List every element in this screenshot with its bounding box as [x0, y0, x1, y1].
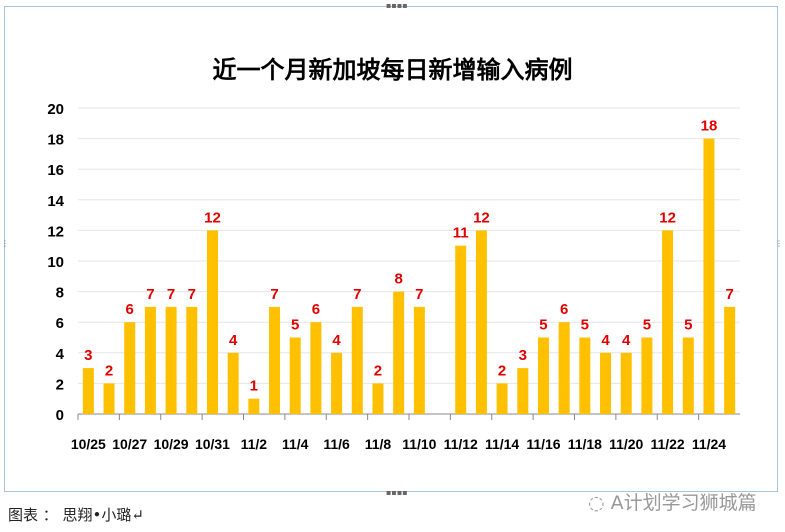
- y-tick-label: 10: [47, 254, 64, 271]
- data-label: 7: [415, 286, 423, 303]
- y-tick-label: 12: [47, 223, 64, 240]
- bar: [475, 230, 487, 414]
- data-label: 4: [601, 332, 610, 349]
- data-label: 5: [684, 317, 692, 334]
- data-label: 8: [394, 271, 402, 288]
- data-label: 4: [332, 332, 341, 349]
- data-label: 12: [204, 209, 221, 226]
- bar: [558, 322, 570, 414]
- data-label: 4: [622, 332, 631, 349]
- data-label: 2: [105, 362, 113, 379]
- data-label: 12: [473, 209, 490, 226]
- bar: [641, 337, 653, 414]
- x-tick-label: 11/10: [402, 436, 436, 452]
- bar: [82, 368, 94, 414]
- y-tick-label: 18: [47, 132, 64, 149]
- data-label: 6: [126, 301, 134, 318]
- bar: [206, 230, 218, 414]
- data-label: 2: [498, 362, 506, 379]
- y-tick-label: 16: [47, 162, 64, 179]
- data-label: 4: [229, 332, 238, 349]
- resize-handle-left[interactable]: ⋮: [1, 239, 9, 248]
- x-tick-label: 11/18: [568, 436, 602, 452]
- data-label: 7: [725, 286, 733, 303]
- bar: [455, 245, 467, 414]
- data-label: 11: [453, 225, 469, 242]
- y-tick-label: 0: [56, 407, 64, 424]
- data-label: 12: [659, 209, 676, 226]
- bar: [103, 383, 115, 414]
- data-label: 7: [188, 286, 196, 303]
- chart-credit: 图表 ： 思翔•小璐↵: [8, 506, 144, 524]
- data-label: 3: [84, 347, 92, 364]
- x-tick-label: 10/27: [112, 436, 147, 452]
- watermark: ◌ A计划学习狮城篇: [588, 492, 757, 514]
- chart-frame: [4, 6, 778, 492]
- bar: [537, 337, 549, 414]
- data-label: 5: [539, 317, 547, 334]
- data-label: 7: [270, 286, 278, 303]
- bar: [351, 306, 363, 414]
- bar: [186, 306, 198, 414]
- data-label: 6: [312, 301, 320, 318]
- data-label: 18: [701, 118, 718, 135]
- x-tick-label: 10/25: [71, 436, 106, 452]
- x-tick-label: 11/22: [650, 436, 684, 452]
- y-tick-label: 14: [47, 193, 64, 210]
- watermark-text: A计划学习狮城篇: [610, 492, 757, 514]
- y-tick-label: 20: [47, 101, 64, 118]
- bar: [724, 306, 736, 414]
- bar: [620, 352, 632, 414]
- bar: [289, 337, 301, 414]
- bar: [517, 368, 529, 414]
- chart-title: 近一个月新加坡每日新增输入病例: [212, 56, 573, 84]
- bar: [703, 138, 715, 414]
- x-tick-label: 11/6: [323, 436, 350, 452]
- resize-handle-top[interactable]: ▪▪▪▪: [386, 1, 408, 10]
- y-tick-label: 2: [56, 376, 64, 393]
- x-tick-label: 11/2: [241, 436, 268, 452]
- x-tick-label: 11/16: [526, 436, 560, 452]
- x-tick-label: 11/12: [444, 436, 478, 452]
- data-label: 7: [353, 286, 361, 303]
- x-tick-label: 10/31: [195, 436, 230, 452]
- bar: [579, 337, 591, 414]
- bar: [372, 383, 384, 414]
- data-label: 5: [643, 317, 651, 334]
- bar: [165, 306, 177, 414]
- bar: [124, 322, 136, 414]
- data-label: 5: [291, 317, 299, 334]
- bar: [413, 306, 425, 414]
- data-label: 5: [581, 317, 589, 334]
- bar: [248, 398, 260, 414]
- data-label: 1: [250, 378, 258, 395]
- resize-handle-right[interactable]: ⋮: [775, 239, 783, 248]
- y-tick-label: 8: [56, 285, 64, 302]
- x-tick-label: 11/8: [365, 436, 392, 452]
- x-tick-label: 11/4: [282, 436, 309, 452]
- data-label: 3: [519, 347, 527, 364]
- data-label: 7: [167, 286, 175, 303]
- y-tick-label: 6: [56, 315, 64, 332]
- bar: [496, 383, 508, 414]
- data-label: 7: [146, 286, 154, 303]
- data-label: 6: [560, 301, 568, 318]
- bar: [144, 306, 156, 414]
- bar: [269, 306, 281, 414]
- x-tick-label: 11/14: [485, 436, 519, 452]
- bar: [600, 352, 612, 414]
- x-tick-label: 11/24: [692, 436, 726, 452]
- bar: [227, 352, 239, 414]
- resize-handle-bottom[interactable]: ▪▪▪▪: [386, 488, 408, 497]
- bar: [331, 352, 343, 414]
- bar: [662, 230, 674, 414]
- x-tick-label: 11/20: [609, 436, 643, 452]
- bar: [682, 337, 694, 414]
- y-tick-label: 4: [56, 346, 65, 363]
- x-tick-label: 10/29: [154, 436, 189, 452]
- bar: [310, 322, 322, 414]
- data-label: 2: [374, 362, 382, 379]
- bar: [393, 291, 405, 414]
